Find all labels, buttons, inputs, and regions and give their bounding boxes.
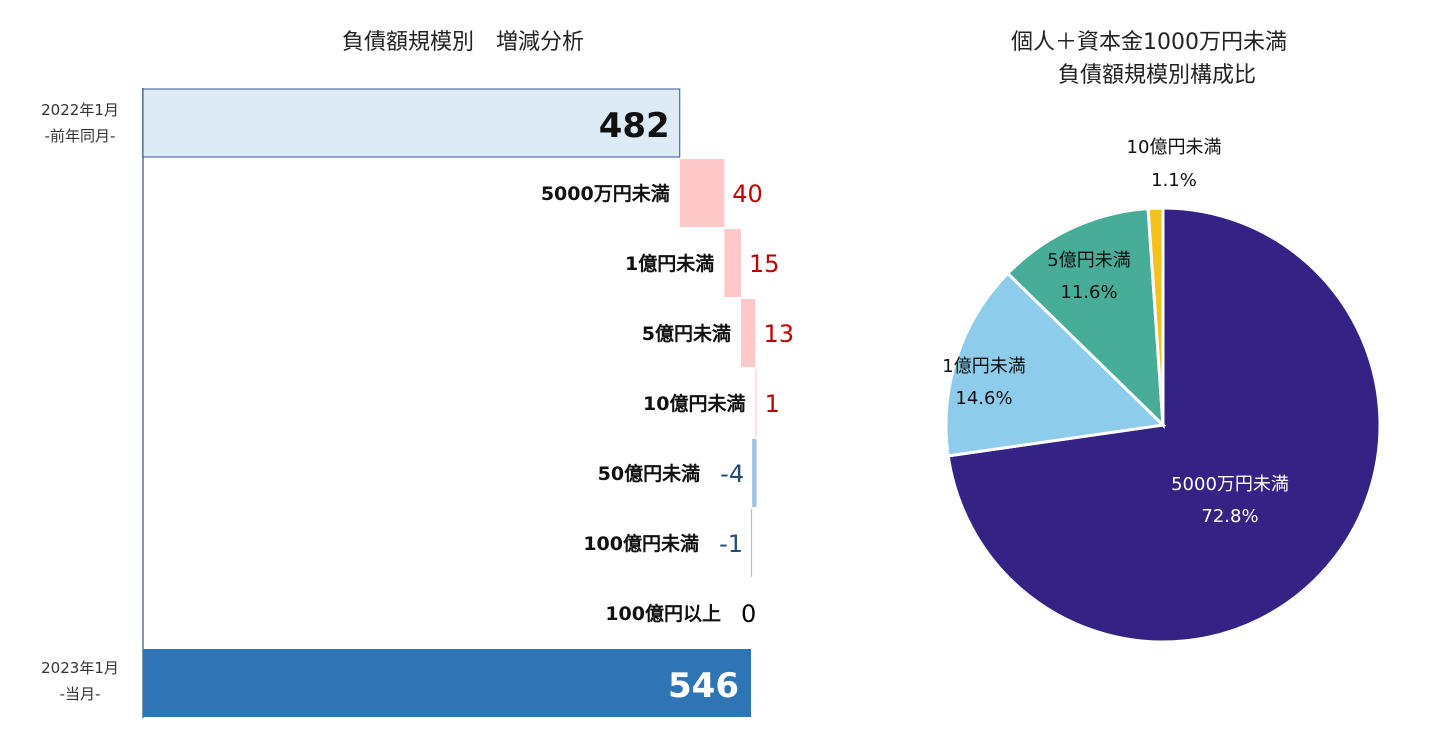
pie-slice bbox=[944, 271, 1167, 458]
start-bar bbox=[142, 88, 681, 158]
end-bar bbox=[143, 649, 751, 717]
pie-slice bbox=[1146, 206, 1165, 426]
pie-slice-name-label: 5億円未満 bbox=[1047, 250, 1130, 271]
step-category-label: 5000万円未満 bbox=[541, 182, 670, 205]
step-value-label: 1 bbox=[765, 390, 780, 418]
pie-chart: 個人＋資本金1000万円未満 負債額規模別構成比 5000万円未満 72.8% 1億… bbox=[942, 30, 1382, 644]
waterfall-marks: 482 546 40 5000万円未満 15 1億円未満 13 5億円未満 1 10億円未満 -4 5… bbox=[142, 88, 794, 717]
pie-slice-pct-label: 1.1% bbox=[1151, 170, 1197, 191]
step-category-label: 100億円以上 bbox=[605, 602, 721, 625]
step-bar bbox=[724, 229, 741, 297]
step-bar bbox=[752, 439, 757, 507]
pie-slice-pct-label: 11.6% bbox=[1060, 282, 1117, 303]
step-category-label: 100億円未満 bbox=[583, 532, 699, 555]
pie-slice bbox=[1005, 206, 1165, 429]
start-label-line2: -前年同月- bbox=[45, 127, 116, 145]
step-category-label: 5億円未満 bbox=[642, 322, 731, 345]
end-label-line1: 2023年1月 bbox=[41, 659, 119, 677]
step-bar bbox=[751, 509, 753, 577]
step-category-label: 10億円未満 bbox=[643, 392, 745, 415]
step-value-label: 15 bbox=[749, 250, 780, 278]
pie-slice-name-label: 5000万円未満 bbox=[1171, 474, 1289, 495]
end-value-label: 546 bbox=[668, 666, 739, 706]
waterfall-chart: 負債額規模別 増減分析 2022年1月 -前年同月- 2023年1月 -当月- … bbox=[41, 30, 794, 718]
pie-marks: 5000万円未満 72.8% 1億円未満 14.6% 5億円未満 11.6% 10億円未満 1… bbox=[942, 137, 1382, 644]
step-value-label: 13 bbox=[763, 320, 794, 348]
start-value-label: 482 bbox=[599, 106, 670, 146]
end-label-line2: -当月- bbox=[60, 685, 101, 703]
step-value-label: -4 bbox=[720, 460, 744, 488]
pie-slice-name-label: 1億円未満 bbox=[942, 356, 1025, 377]
waterfall-title: 負債額規模別 増減分析 bbox=[342, 30, 584, 55]
step-category-label: 50億円未満 bbox=[598, 462, 700, 485]
pie-slice-pct-label: 14.6% bbox=[955, 388, 1012, 409]
pie-slice-pct-label: 72.8% bbox=[1201, 506, 1258, 527]
step-value-label: 0 bbox=[741, 600, 756, 628]
pie-title-line2: 負債額規模別構成比 bbox=[1058, 63, 1256, 88]
step-value-label: -1 bbox=[719, 530, 743, 558]
step-category-label: 1億円未満 bbox=[625, 252, 714, 275]
step-bar bbox=[755, 369, 757, 437]
step-bar bbox=[679, 159, 725, 227]
pie-title-line1: 個人＋資本金1000万円未満 bbox=[1011, 30, 1287, 55]
step-bar bbox=[740, 299, 756, 367]
start-label-line1: 2022年1月 bbox=[41, 101, 119, 119]
step-value-label: 40 bbox=[732, 180, 763, 208]
pie-slice-name-label: 10億円未満 bbox=[1127, 137, 1222, 158]
